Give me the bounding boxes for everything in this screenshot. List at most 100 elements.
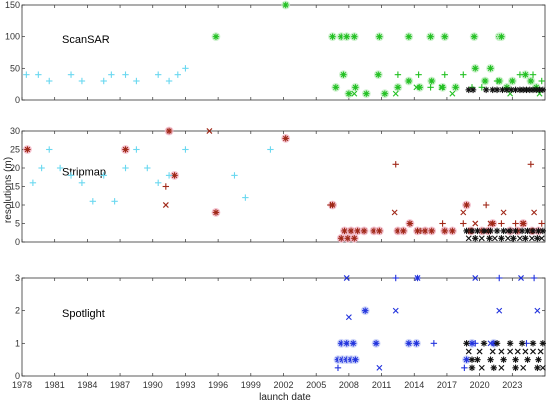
data-point [537, 348, 544, 355]
data-point [329, 33, 336, 40]
data-point [231, 172, 238, 179]
data-point [24, 146, 31, 153]
axes-frame [21, 4, 546, 101]
data-point [394, 84, 402, 91]
data-point [538, 77, 545, 85]
data-point [496, 307, 503, 314]
data-point [416, 84, 423, 91]
data-point [531, 209, 538, 216]
data-point [35, 71, 42, 78]
data-point [428, 77, 435, 85]
data-point [360, 227, 368, 235]
data-point [535, 356, 542, 363]
data-point [514, 348, 521, 355]
data-point [509, 77, 516, 85]
data-point [530, 274, 538, 282]
data-point [441, 33, 448, 40]
data-point [441, 227, 448, 235]
data-point [468, 356, 476, 363]
panel-label: ScanSAR [62, 34, 110, 46]
data-point [78, 77, 86, 85]
data-point [162, 202, 169, 208]
data-point [449, 227, 456, 235]
data-point [405, 340, 413, 347]
data-point [520, 220, 527, 227]
y-tick-label: 0 [15, 237, 20, 247]
data-point [375, 71, 382, 78]
y-tick-label: 20 [10, 163, 20, 173]
data-point [478, 235, 485, 242]
data-point [500, 209, 507, 216]
data-point [482, 201, 490, 209]
data-point [529, 227, 537, 235]
data-point [122, 146, 129, 153]
data-point [487, 65, 494, 72]
data-point [162, 183, 170, 190]
data-point [332, 84, 339, 91]
data-point [413, 340, 420, 347]
data-point [487, 340, 494, 347]
data-point [89, 198, 97, 205]
data-point [512, 227, 519, 235]
data-point [391, 209, 398, 216]
data-point [351, 90, 358, 97]
data-point [212, 209, 220, 216]
x-tick-label: 2008 [339, 380, 359, 390]
axes-frame [21, 130, 546, 243]
data-point [78, 179, 86, 186]
data-point [505, 235, 511, 242]
data-point [527, 77, 535, 85]
data-point [351, 33, 358, 40]
data-point [427, 33, 434, 40]
panel-label: Spotlight [62, 308, 105, 320]
data-point [500, 227, 507, 235]
data-point [165, 127, 173, 135]
data-point [29, 179, 37, 186]
panel-spotlight: 0 1 2 3 1978 1981 1984 1987 1990 1993 1996 1999 2002… [12, 273, 547, 390]
data-point [529, 71, 537, 78]
panel-label: Stripmap [62, 166, 106, 178]
data-point [343, 340, 350, 347]
data-point [352, 356, 359, 363]
data-point [539, 86, 547, 94]
data-point [538, 235, 545, 242]
data-point [182, 146, 189, 153]
data-point [108, 71, 115, 78]
data-point [474, 356, 481, 363]
data-point [212, 33, 220, 40]
data-point [527, 161, 535, 168]
data-point [510, 235, 517, 242]
data-point [522, 348, 529, 355]
x-tick-label: 2023 [502, 380, 522, 390]
data-point [474, 227, 481, 235]
data-point [498, 348, 505, 355]
y-tick-label: 10 [10, 200, 20, 210]
data-point [354, 227, 361, 235]
x-tick-label: 1978 [12, 380, 32, 390]
data-point [100, 77, 107, 85]
data-point [500, 356, 507, 363]
data-point [438, 84, 445, 91]
data-point [165, 77, 173, 85]
data-point [480, 340, 488, 347]
data-point [461, 364, 468, 372]
data-point [392, 274, 399, 282]
data-point [487, 220, 494, 227]
data-point [522, 71, 529, 78]
data-point [439, 84, 446, 91]
data-point [489, 348, 496, 355]
data-point [392, 307, 399, 314]
data-point [345, 90, 353, 97]
data-point [539, 364, 546, 371]
data-point [340, 71, 347, 78]
data-point [327, 201, 334, 209]
data-point [171, 172, 178, 179]
x-tick-label: 1984 [77, 380, 97, 390]
data-point [427, 84, 434, 91]
data-point [347, 227, 355, 235]
data-point [506, 340, 514, 347]
data-point [415, 71, 422, 78]
data-point [362, 307, 369, 314]
data-point [376, 227, 383, 235]
